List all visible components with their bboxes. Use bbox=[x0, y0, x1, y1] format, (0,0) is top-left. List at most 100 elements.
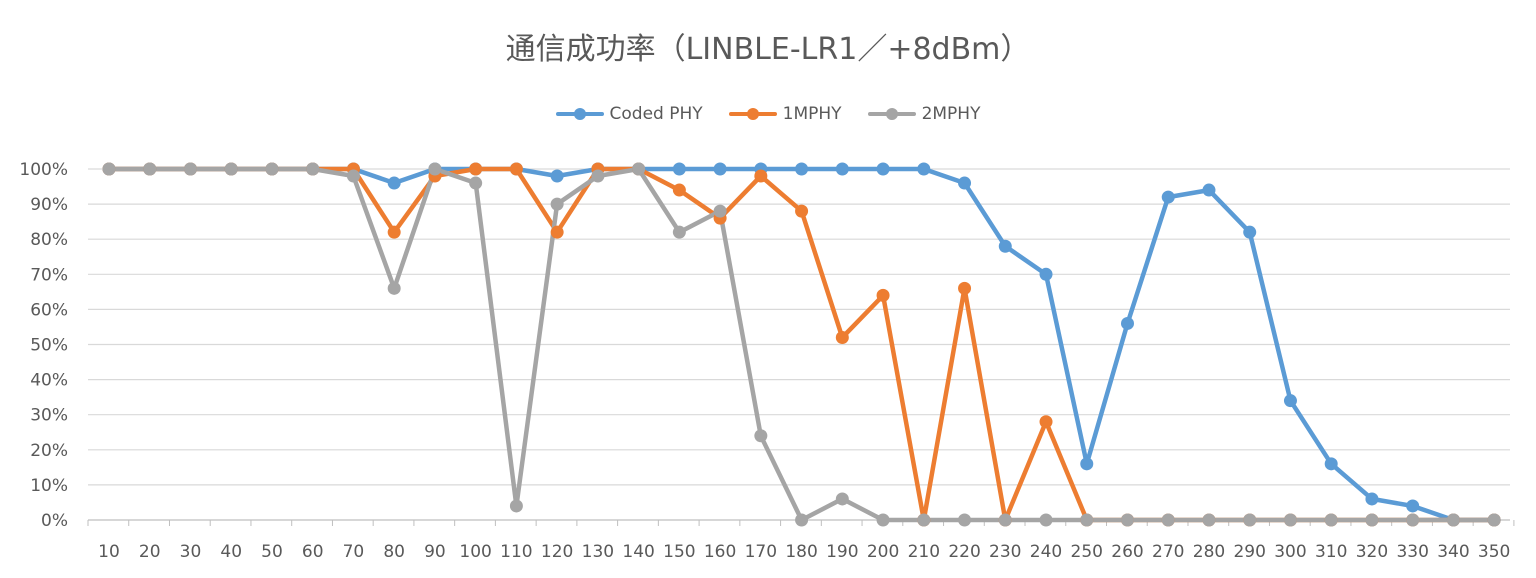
data-point-2mphy bbox=[1487, 513, 1501, 527]
data-point-2mphy bbox=[591, 169, 605, 183]
data-point-2mphy bbox=[1039, 513, 1053, 527]
legend-item-1mphy: 1MPHY bbox=[728, 104, 842, 124]
data-point-coded-phy bbox=[998, 239, 1012, 253]
data-point-2mphy bbox=[346, 169, 360, 183]
y-tick-label: 70% bbox=[30, 265, 68, 285]
data-point-2mphy bbox=[1121, 513, 1134, 527]
y-tick-label: 50% bbox=[30, 336, 68, 356]
y-tick-label: 0% bbox=[41, 511, 68, 531]
data-point-2mphy bbox=[102, 162, 116, 176]
x-tick-label: 230 bbox=[989, 542, 1021, 562]
data-point-2mphy bbox=[1446, 513, 1460, 527]
data-point-coded-phy bbox=[387, 176, 401, 190]
x-tick-label: 100 bbox=[459, 542, 491, 562]
data-point-coded-phy bbox=[1324, 457, 1338, 471]
data-point-2mphy bbox=[1406, 513, 1420, 527]
data-point-1mphy bbox=[876, 288, 890, 302]
data-point-2mphy bbox=[265, 162, 279, 176]
x-tick-label: 90 bbox=[424, 542, 446, 562]
data-point-2mphy bbox=[876, 513, 890, 527]
legend-swatch-1mphy bbox=[728, 108, 777, 120]
data-point-2mphy bbox=[224, 162, 238, 176]
y-tick-label: 100% bbox=[19, 160, 68, 180]
data-point-2mphy bbox=[428, 162, 442, 176]
data-point-2mphy bbox=[1202, 513, 1216, 527]
x-tick-label: 150 bbox=[663, 542, 695, 562]
data-point-2mphy bbox=[1283, 513, 1297, 527]
data-point-2mphy bbox=[1243, 513, 1257, 527]
x-tick-label: 350 bbox=[1478, 542, 1510, 562]
data-point-2mphy bbox=[143, 162, 157, 176]
data-point-1mphy bbox=[754, 169, 768, 183]
x-tick-label: 170 bbox=[745, 542, 777, 562]
x-tick-label: 190 bbox=[826, 542, 858, 562]
data-point-2mphy bbox=[917, 513, 931, 527]
x-tick-label: 20 bbox=[139, 542, 161, 562]
y-tick-label: 40% bbox=[30, 371, 68, 391]
x-tick-label: 280 bbox=[1193, 542, 1225, 562]
data-point-2mphy bbox=[550, 197, 564, 211]
y-tick-label: 90% bbox=[30, 195, 68, 215]
data-point-2mphy bbox=[306, 162, 320, 176]
data-point-2mphy bbox=[958, 513, 972, 527]
legend-swatch-coded-phy bbox=[555, 108, 604, 120]
data-point-coded-phy bbox=[835, 162, 849, 176]
data-point-1mphy bbox=[835, 330, 849, 344]
data-point-2mphy bbox=[998, 513, 1012, 527]
data-point-2mphy bbox=[1365, 513, 1379, 527]
x-tick-label: 80 bbox=[383, 542, 405, 562]
data-point-coded-phy bbox=[1365, 492, 1379, 506]
data-point-coded-phy bbox=[1080, 457, 1094, 471]
x-tick-label: 60 bbox=[302, 542, 324, 562]
data-point-coded-phy bbox=[713, 162, 727, 176]
x-tick-label: 220 bbox=[948, 542, 980, 562]
legend-item-2mphy: 2MPHY bbox=[867, 104, 981, 124]
legend-label-coded-phy: Coded PHY bbox=[609, 104, 703, 124]
x-tick-label: 40 bbox=[220, 542, 242, 562]
data-point-1mphy bbox=[387, 225, 401, 239]
x-tick-label: 310 bbox=[1315, 542, 1347, 562]
legend-item-coded-phy: Coded PHY bbox=[555, 104, 703, 124]
y-tick-label: 20% bbox=[30, 441, 68, 461]
data-point-coded-phy bbox=[550, 169, 564, 183]
data-point-coded-phy bbox=[1243, 225, 1257, 239]
legend: Coded PHY 1MPHY 2MPHY bbox=[0, 104, 1536, 124]
legend-swatch-2mphy bbox=[867, 108, 916, 120]
data-point-2mphy bbox=[1161, 513, 1175, 527]
x-tick-label: 270 bbox=[1152, 542, 1184, 562]
data-point-1mphy bbox=[509, 162, 523, 176]
x-tick-label: 110 bbox=[500, 542, 532, 562]
y-tick-label: 60% bbox=[30, 300, 68, 320]
data-point-coded-phy bbox=[1202, 183, 1216, 197]
data-point-coded-phy bbox=[795, 162, 809, 176]
x-tick-label: 70 bbox=[343, 542, 365, 562]
data-point-1mphy bbox=[469, 162, 483, 176]
data-point-coded-phy bbox=[958, 176, 972, 190]
data-point-2mphy bbox=[713, 204, 727, 218]
data-point-2mphy bbox=[835, 492, 849, 506]
x-tick-label: 240 bbox=[1030, 542, 1062, 562]
data-point-2mphy bbox=[632, 162, 646, 176]
data-point-1mphy bbox=[672, 183, 686, 197]
x-tick-label: 200 bbox=[867, 542, 899, 562]
data-point-coded-phy bbox=[672, 162, 686, 176]
x-tick-label: 260 bbox=[1111, 542, 1143, 562]
x-tick-label: 210 bbox=[908, 542, 940, 562]
x-tick-label: 300 bbox=[1274, 542, 1306, 562]
data-point-2mphy bbox=[754, 429, 768, 443]
data-point-coded-phy bbox=[876, 162, 890, 176]
data-point-1mphy bbox=[958, 281, 972, 295]
y-tick-label: 30% bbox=[30, 406, 68, 426]
x-tick-label: 30 bbox=[180, 542, 202, 562]
x-tick-label: 130 bbox=[582, 542, 614, 562]
data-point-1mphy bbox=[795, 204, 809, 218]
x-tick-label: 250 bbox=[1071, 542, 1103, 562]
y-tick-label: 80% bbox=[30, 230, 68, 250]
legend-label-2mphy: 2MPHY bbox=[921, 104, 981, 124]
chart-title: 通信成功率（LINBLE-LR1／+8dBm） bbox=[505, 32, 1031, 67]
data-point-coded-phy bbox=[1121, 316, 1134, 330]
data-point-2mphy bbox=[469, 176, 483, 190]
data-point-coded-phy bbox=[917, 162, 931, 176]
